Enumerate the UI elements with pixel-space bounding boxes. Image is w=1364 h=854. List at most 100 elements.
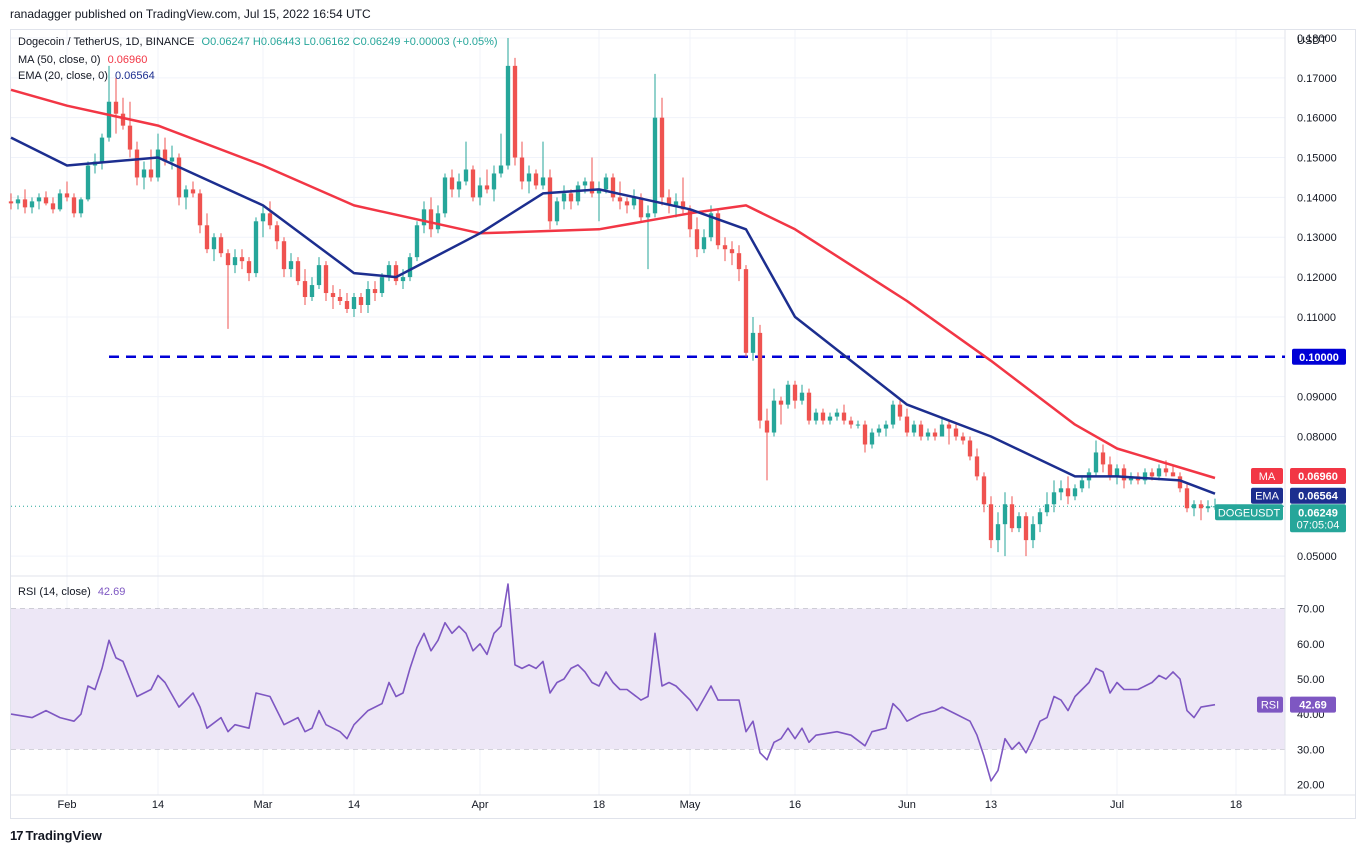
- support-level: 0.10000: [11, 348, 1346, 507]
- price-tag-value: [1290, 467, 1346, 484]
- candle-body: [596, 189, 602, 194]
- ema20-line: [10, 136, 1216, 495]
- candle-body: [876, 428, 882, 433]
- candle-body: [1058, 488, 1064, 493]
- candle-body: [197, 193, 203, 226]
- candle-body: [554, 201, 560, 222]
- price-tag-value-label: 0.06960: [1298, 471, 1338, 483]
- candle-body: [330, 293, 336, 298]
- legend-ema-row[interactable]: EMA (20, close, 0) 0.06564: [18, 70, 155, 82]
- candle-body: [351, 297, 357, 309]
- candle-body: [750, 332, 756, 353]
- candle-body: [526, 173, 532, 182]
- price-tick-label: 0.13000: [1297, 232, 1337, 244]
- price-tag-value: [1290, 487, 1346, 504]
- candle-body: [470, 169, 476, 198]
- candle-body: [246, 261, 252, 274]
- candle-body: [1142, 472, 1148, 481]
- candle-body: [533, 173, 539, 186]
- candle-body: [372, 289, 378, 294]
- time-tick-label: 18: [1230, 799, 1242, 811]
- candle-body: [869, 432, 875, 445]
- candle-body: [904, 416, 910, 433]
- candle-body: [855, 424, 861, 426]
- legend-ma-row[interactable]: MA (50, close, 0) 0.06960: [18, 54, 147, 66]
- candle-body: [883, 424, 889, 429]
- candle-body: [435, 213, 441, 230]
- candle-body: [1198, 504, 1204, 509]
- candle-body: [631, 197, 637, 206]
- candle-body: [743, 269, 749, 353]
- candle-body: [1051, 492, 1057, 505]
- legend-symbol-row[interactable]: Dogecoin / TetherUS, 1D, BINANCE O0.0624…: [18, 36, 498, 48]
- rsi-tick-label: 70.00: [1297, 604, 1325, 616]
- chart-frame: [10, 29, 1356, 819]
- tradingview-logo[interactable]: 17 TradingView: [10, 828, 102, 843]
- candle-body: [400, 277, 406, 282]
- candle-body: [50, 203, 56, 210]
- candle-body: [771, 400, 777, 433]
- candle-body: [1114, 468, 1120, 477]
- candle-body: [589, 181, 595, 194]
- candle-body: [1065, 488, 1071, 497]
- price-tag-name-label: EMA: [1255, 491, 1280, 503]
- candle-body: [169, 157, 175, 162]
- candle-body: [1023, 516, 1029, 541]
- candle-body: [477, 185, 483, 198]
- candle-body: [365, 289, 371, 305]
- candle-body: [1037, 512, 1043, 525]
- candle-body: [953, 428, 959, 437]
- candle-body: [687, 209, 693, 230]
- candle-body: [64, 193, 70, 198]
- price-tag-name: [1251, 467, 1283, 484]
- rsi-tag-value: [1290, 696, 1336, 713]
- legend-rsi-label: RSI (14, close): [18, 586, 91, 598]
- candle-body: [547, 177, 553, 222]
- price-tick-label: 0.15000: [1297, 153, 1337, 165]
- rsi-tick-label: 50.00: [1297, 674, 1325, 686]
- candle-body: [295, 261, 301, 282]
- candle-body: [8, 201, 14, 204]
- price-tag-name-label: DOGEUSDT: [1218, 507, 1281, 519]
- candle-body: [414, 225, 420, 258]
- price-tick-label: 0.14000: [1297, 192, 1337, 204]
- candle-body: [561, 193, 567, 202]
- rsi-series: [10, 583, 1216, 782]
- candle-body: [764, 420, 770, 433]
- price-tag-name: [1215, 504, 1283, 521]
- candle-body: [344, 301, 350, 309]
- candle-body: [407, 257, 413, 278]
- candle-body: [1107, 464, 1113, 477]
- candle-body: [148, 169, 154, 178]
- candle-body: [127, 125, 133, 150]
- candle-body: [932, 432, 938, 437]
- candle-body: [1072, 488, 1078, 497]
- legend-rsi-row[interactable]: RSI (14, close) 42.69: [18, 586, 125, 598]
- candle-body: [799, 392, 805, 401]
- price-tag-name-label: MA: [1259, 471, 1276, 483]
- candle-body: [715, 213, 721, 246]
- candle-body: [967, 440, 973, 457]
- candle-body: [162, 149, 168, 162]
- candle-body: [939, 424, 945, 437]
- candle-body: [337, 297, 343, 302]
- time-tick-label: May: [680, 799, 701, 811]
- candle-body: [141, 169, 147, 178]
- candle-body: [575, 185, 581, 202]
- publish-caption: ranadagger published on TradingView.com,…: [10, 7, 371, 21]
- candle-body: [1100, 452, 1106, 465]
- ma50-line: [10, 88, 1216, 480]
- candle-body: [617, 197, 623, 202]
- legend-ma-value: 0.06960: [107, 54, 148, 66]
- candle-body: [281, 241, 287, 270]
- candle-body: [659, 117, 665, 198]
- legend-rsi-value: 42.69: [97, 586, 126, 598]
- candle-body: [911, 424, 917, 433]
- candle-body: [673, 201, 679, 206]
- candle-body: [925, 432, 931, 437]
- price-tag-name: [1251, 487, 1283, 504]
- candle-body: [176, 157, 182, 198]
- candle-body: [155, 149, 161, 178]
- price-tag-value-label: 0.06249: [1298, 507, 1338, 519]
